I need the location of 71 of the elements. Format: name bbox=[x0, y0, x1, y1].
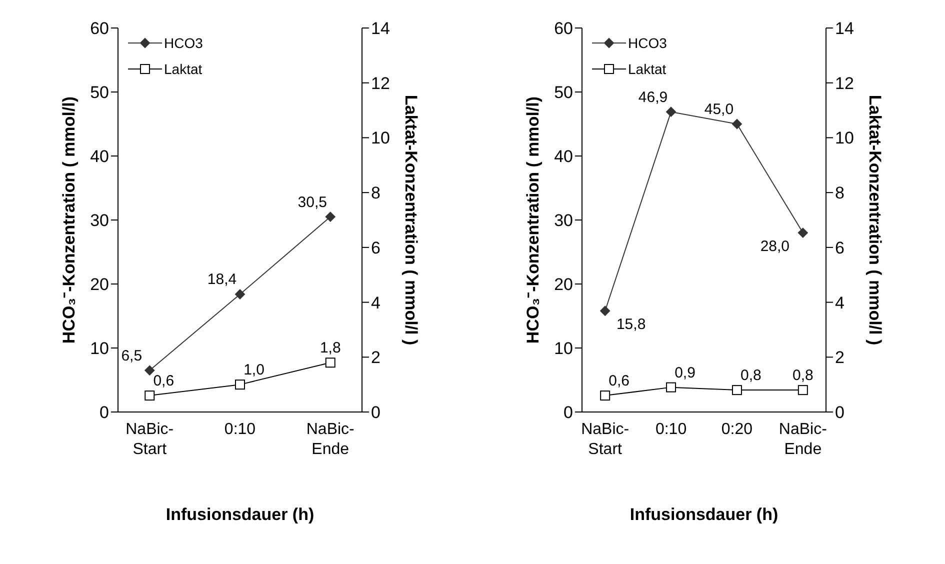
y-tick-label: 50 bbox=[90, 83, 109, 102]
point bbox=[600, 306, 610, 316]
point bbox=[325, 358, 336, 368]
y2-tick-label: 14 bbox=[371, 19, 390, 38]
y-tick-label: 20 bbox=[90, 275, 109, 294]
data-label: 0,8 bbox=[740, 367, 762, 384]
y-tick-label: 60 bbox=[90, 19, 109, 38]
y2-tick-label: 4 bbox=[835, 293, 844, 312]
point bbox=[144, 365, 155, 376]
legend-label: HCO3 bbox=[164, 35, 203, 51]
y2-tick-label: 6 bbox=[371, 238, 380, 258]
y2-tick-label: 8 bbox=[835, 184, 844, 203]
y2-tick-label: 12 bbox=[371, 74, 390, 93]
point bbox=[732, 119, 742, 129]
y-axis-title: HCO₃⁻-Konzentration ( mmol/l) bbox=[523, 96, 542, 344]
data-label: 28,0 bbox=[760, 238, 790, 255]
x-tick-label: NaBic-Ende bbox=[778, 421, 827, 458]
y-tick-label: 30 bbox=[90, 211, 109, 230]
y-tick-label: 0 bbox=[100, 403, 109, 422]
data-label: 45,0 bbox=[704, 101, 734, 118]
y-tick-label: 0 bbox=[564, 403, 573, 422]
y2-tick-label: 4 bbox=[371, 293, 380, 312]
data-label: 0,9 bbox=[674, 364, 696, 382]
x-tick-label: NaBic-Ende bbox=[306, 421, 354, 458]
y-tick-label: 40 bbox=[554, 147, 573, 166]
legend-label: Laktat bbox=[628, 61, 666, 77]
y-tick-label: 40 bbox=[90, 147, 109, 166]
y-tick-label: 10 bbox=[554, 339, 573, 358]
x-tick-label: 0:10 bbox=[655, 421, 687, 438]
x-tick-label: 0:20 bbox=[721, 421, 753, 438]
point bbox=[144, 390, 155, 401]
y-tick-label: 10 bbox=[90, 339, 109, 358]
point bbox=[235, 380, 245, 390]
data-label: 1,8 bbox=[320, 340, 341, 357]
data-label: 1,0 bbox=[244, 362, 264, 379]
y2-tick-label: 0 bbox=[835, 403, 844, 422]
data-label: 0,8 bbox=[792, 367, 814, 384]
y-tick-label: 30 bbox=[554, 211, 573, 230]
y2-tick-label: 8 bbox=[371, 184, 380, 203]
data-label: 30,5 bbox=[298, 194, 327, 211]
y-tick-label: 60 bbox=[554, 19, 573, 38]
y2-axis-title: Laktat-Konzentration ( mmol/l ) bbox=[402, 94, 421, 346]
data-label: 6,5 bbox=[121, 347, 142, 364]
point bbox=[325, 212, 336, 222]
point bbox=[235, 289, 245, 300]
y-tick-label: 20 bbox=[554, 275, 573, 294]
y2-tick-label: 14 bbox=[835, 19, 854, 38]
legend-label: Laktat bbox=[164, 61, 202, 77]
y-axis-title: HCO₃⁻-Konzentration ( mmol/l) bbox=[59, 96, 78, 344]
y2-tick-label: 2 bbox=[371, 348, 380, 368]
y2-tick-label: 12 bbox=[835, 74, 854, 93]
y2-tick-label: 2 bbox=[835, 348, 844, 368]
data-label: 46,9 bbox=[638, 88, 668, 106]
point bbox=[798, 228, 808, 238]
x-axis-title: Infusionsdauer (h) bbox=[630, 505, 778, 524]
y2-tick-label: 10 bbox=[835, 128, 854, 148]
x-tick-label: 0:10 bbox=[224, 421, 256, 438]
data-label: 18,4 bbox=[207, 271, 237, 288]
y2-tick-label: 10 bbox=[371, 128, 390, 148]
x-tick-label: NaBic-Start bbox=[126, 421, 174, 458]
data-label: 0,6 bbox=[608, 372, 630, 390]
y2-axis-title: Laktat-Konzentration ( mmol/l ) bbox=[866, 94, 885, 346]
data-label: 0,6 bbox=[153, 372, 174, 390]
y-tick-label: 50 bbox=[554, 83, 573, 102]
legend-label: HCO3 bbox=[628, 35, 667, 51]
y2-tick-label: 0 bbox=[371, 403, 380, 422]
x-tick-label: NaBic-Start bbox=[581, 421, 630, 458]
point bbox=[666, 106, 676, 117]
y2-tick-label: 6 bbox=[835, 238, 844, 258]
x-axis-title: Infusionsdauer (h) bbox=[166, 505, 314, 524]
data-label: 15,8 bbox=[616, 316, 646, 333]
